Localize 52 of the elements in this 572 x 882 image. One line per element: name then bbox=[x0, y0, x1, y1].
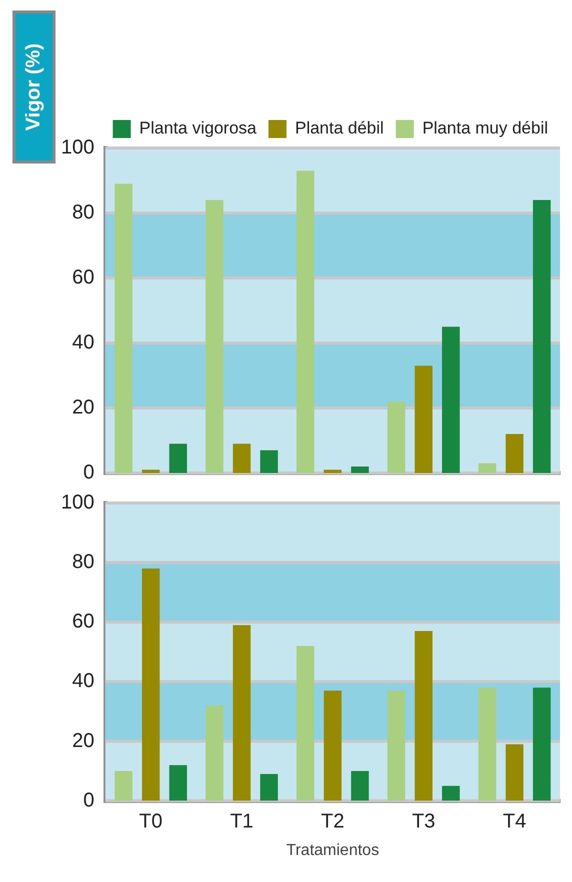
bar bbox=[532, 200, 551, 473]
bar bbox=[296, 170, 314, 473]
bar bbox=[478, 688, 496, 801]
bar bbox=[232, 444, 251, 473]
bar bbox=[206, 200, 224, 473]
bar bbox=[260, 450, 278, 473]
bar bbox=[414, 631, 432, 801]
x-tick-label: T4 bbox=[502, 810, 526, 832]
bar bbox=[387, 690, 406, 801]
bar bbox=[478, 463, 496, 473]
x-tick-label: T2 bbox=[321, 810, 344, 832]
y-tick-label: 40 bbox=[72, 332, 94, 354]
bar bbox=[351, 466, 369, 473]
y-tick-label: 60 bbox=[72, 610, 94, 633]
y-tick-label: 100 bbox=[60, 492, 94, 514]
bar bbox=[169, 765, 187, 801]
x-axis-title: Tratamientos bbox=[286, 842, 380, 859]
bar bbox=[169, 444, 187, 473]
x-tick-label: T3 bbox=[412, 810, 436, 832]
y-tick-label: 20 bbox=[72, 396, 94, 419]
bar bbox=[142, 568, 160, 801]
bar bbox=[296, 646, 314, 801]
legend-label: Planta débil bbox=[294, 118, 384, 138]
bar bbox=[142, 470, 160, 473]
legend-label: Planta muy débil bbox=[422, 118, 548, 138]
y-tick-label: 20 bbox=[72, 730, 94, 752]
y-tick-label: 0 bbox=[83, 789, 94, 812]
bar bbox=[442, 326, 460, 473]
bar bbox=[206, 706, 224, 801]
y-tick-label: 80 bbox=[72, 551, 94, 574]
bar bbox=[324, 690, 342, 801]
y-tick-label: 40 bbox=[72, 670, 94, 692]
bar bbox=[260, 774, 278, 801]
legend-label: Planta vigorosa bbox=[139, 118, 258, 138]
bar bbox=[414, 366, 432, 473]
y-tick-label: 80 bbox=[72, 202, 94, 224]
y-axis-title: Vigor (%) bbox=[22, 43, 45, 131]
bar bbox=[232, 625, 251, 801]
bar bbox=[114, 184, 132, 473]
x-tick-label: T1 bbox=[230, 810, 254, 832]
bar bbox=[387, 402, 406, 473]
bar bbox=[442, 786, 460, 801]
bar bbox=[324, 470, 342, 473]
bar bbox=[506, 744, 524, 801]
bar bbox=[506, 434, 524, 473]
bar bbox=[532, 688, 551, 801]
x-tick-label: T0 bbox=[139, 810, 163, 832]
y-tick-label: 100 bbox=[60, 136, 94, 159]
bar bbox=[351, 771, 369, 801]
bar bbox=[114, 771, 132, 801]
y-tick-label: 0 bbox=[83, 462, 94, 484]
y-tick-label: 60 bbox=[72, 266, 94, 289]
